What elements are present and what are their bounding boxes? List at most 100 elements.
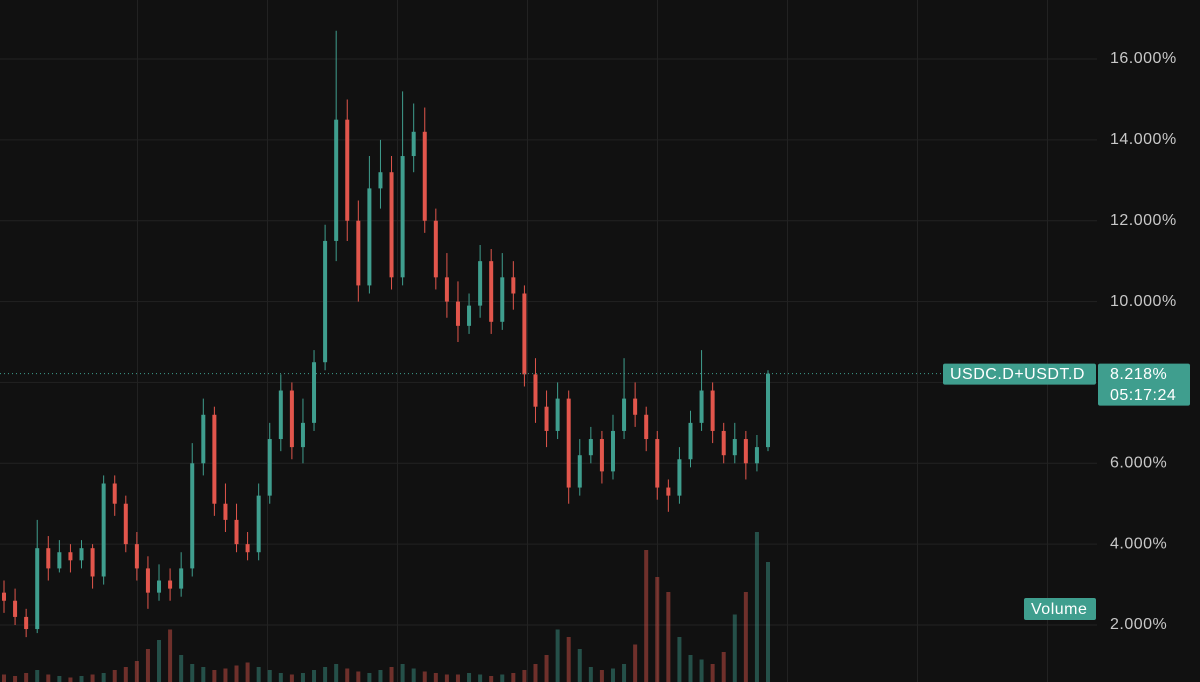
volume-bar (123, 667, 128, 682)
y-tick-label: 16.000% (1110, 50, 1177, 67)
candle-body (588, 439, 593, 456)
price-tag (1098, 363, 1190, 406)
volume-tag (1024, 598, 1096, 620)
candle-body (190, 463, 195, 569)
candle-body (46, 548, 51, 569)
volume-bar (511, 673, 516, 682)
candle-body (312, 362, 317, 423)
candle-body (145, 568, 150, 593)
volume-bar (367, 673, 372, 682)
volume-bar (145, 649, 150, 682)
candle-body (655, 439, 660, 488)
candle-body (422, 131, 427, 221)
volume-bar (666, 592, 671, 682)
volume-bar (46, 674, 51, 682)
candle-body (500, 277, 505, 322)
time-grid (137, 0, 1048, 682)
volume-bar (588, 667, 593, 682)
volume-bar (444, 674, 449, 682)
volume-bar (411, 668, 416, 682)
volume-label: Volume (1031, 601, 1087, 618)
volume-bar (267, 670, 272, 682)
volume-bar (57, 676, 62, 682)
candle-body (345, 119, 350, 221)
volume-bar (389, 667, 394, 682)
candle-body (555, 398, 560, 431)
candles (2, 30, 770, 638)
price-grid (0, 58, 1097, 626)
y-tick-label: 6.000% (1110, 455, 1167, 472)
candle-body (112, 483, 117, 504)
volume-bar (168, 629, 173, 682)
candle-body (223, 503, 228, 520)
candle-body (334, 119, 339, 241)
volume-bar (101, 673, 106, 682)
volume-bar (2, 674, 6, 682)
volume-bar (90, 674, 95, 682)
candle-body (123, 503, 128, 545)
volume-bar (422, 671, 427, 682)
volume-bar (157, 640, 162, 682)
candle-body (732, 439, 737, 456)
volume-bar (500, 674, 505, 682)
volume-bar (68, 677, 73, 682)
volume-bar (378, 670, 383, 682)
volume-bar (234, 665, 239, 682)
volume-bar (289, 674, 294, 682)
volume-bar (533, 664, 538, 682)
candle-body (168, 580, 173, 589)
volume-bar (134, 661, 139, 682)
candle-body (400, 156, 405, 278)
candle-body (599, 439, 604, 472)
y-tick-label: 12.000% (1110, 212, 1177, 229)
candle-body (323, 240, 328, 363)
y-tick-label: 10.000% (1110, 293, 1177, 310)
candle-body (610, 430, 615, 472)
candle-body (289, 390, 294, 448)
volume-bar (24, 673, 29, 682)
volume-bar (256, 667, 261, 682)
volume-bar (633, 644, 638, 682)
symbol-label: USDC.D+USDT.D (950, 366, 1085, 383)
volume-bar (478, 674, 483, 682)
volume-bar (278, 673, 283, 682)
candle-body (212, 414, 217, 504)
candle-body (245, 544, 250, 553)
volume-bar (35, 670, 40, 682)
volume-bar (245, 662, 250, 682)
last-price-label: 8.218% (1110, 366, 1167, 383)
candle-body (90, 548, 95, 577)
volume-pane (2, 532, 770, 682)
candle-body (134, 544, 139, 569)
y-tick-label: 14.000% (1110, 131, 1177, 148)
volume-bar (677, 637, 682, 682)
volume-bar (300, 673, 305, 682)
candle-body (743, 439, 748, 464)
candle-body (533, 374, 538, 407)
volume-bar (356, 671, 361, 682)
volume-bar (577, 649, 582, 682)
candle-body (267, 439, 272, 496)
candle-body (300, 422, 305, 448)
volume-bar (467, 673, 472, 682)
price-labels: 2.000%4.000%6.000%8.000%10.000%12.000%14… (0, 50, 1190, 633)
volume-bar (721, 652, 726, 682)
volume-bar (312, 670, 317, 682)
symbol-tag (943, 363, 1096, 385)
candle-body (234, 519, 239, 545)
candle-body (577, 455, 582, 488)
candle-body (710, 390, 715, 431)
candle-body (478, 261, 483, 306)
candle-body (633, 398, 638, 415)
volume-bar (688, 655, 693, 682)
candle-body (677, 459, 682, 496)
candle-body (444, 277, 449, 302)
candle-body (433, 220, 438, 278)
candle-body (566, 398, 571, 488)
volume-bar (323, 667, 328, 682)
volume-bar (190, 664, 195, 682)
volume-bar (179, 655, 184, 682)
candle-body (57, 552, 62, 569)
